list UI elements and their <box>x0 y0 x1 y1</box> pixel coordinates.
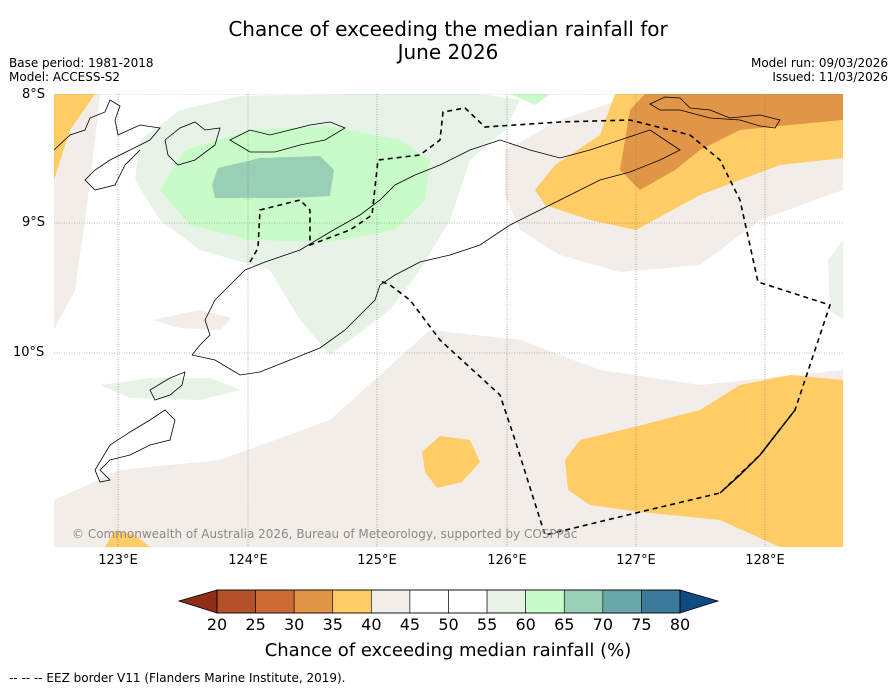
colorbar-tick-label: 35 <box>322 615 343 634</box>
run-info: Model run: 09/03/2026 Issued: 11/03/2026 <box>751 56 888 84</box>
region-35-40-southeast <box>565 375 843 547</box>
region-35-40-blob <box>422 436 480 488</box>
lon-label-125e: 125°E <box>357 553 397 568</box>
base-period: Base period: 1981-2018 <box>9 56 154 70</box>
colorbar-swatch <box>525 589 565 614</box>
region-35-40-northeast <box>535 94 843 230</box>
coastline-rote <box>149 371 186 401</box>
colorbar-tick-label: 20 <box>206 615 228 634</box>
colorbar-tick-label: 60 <box>515 615 536 634</box>
map-area: © Commonwealth of Australia 2026, Bureau… <box>54 94 843 547</box>
coastline-flores <box>54 99 161 191</box>
coastline-wetar <box>649 96 781 129</box>
map-title-line2: June 2026 <box>397 40 499 64</box>
colorbar-tick-label: 30 <box>283 615 305 634</box>
coastline-timor-north <box>191 129 681 356</box>
region-55-60-top <box>510 94 550 105</box>
colorbar-tick-label: 75 <box>631 615 652 634</box>
model-info: Base period: 1981-2018 Model: ACCESS-S2 <box>9 56 154 84</box>
lat-label-10s: 10°S <box>13 345 45 360</box>
issued-date: Issued: 11/03/2026 <box>772 70 888 84</box>
lat-label-8s: 8°S <box>22 87 46 102</box>
colorbar-swatch <box>563 589 604 614</box>
colorbar-swatch <box>486 589 526 614</box>
region-35-40-northwest <box>54 94 95 180</box>
colorbar-swatches <box>216 589 681 614</box>
colorbar-swatch <box>602 589 642 614</box>
eez-footnote: -- -- -- EEZ border V11 (Flanders Marine… <box>9 671 346 685</box>
colorbar-swatch <box>371 589 411 614</box>
colorbar-tick-label: 50 <box>438 615 459 634</box>
region-30-35 <box>620 94 843 190</box>
coastline-sawu <box>94 409 176 483</box>
region-35-40-bottom <box>105 530 150 547</box>
coastline-islands <box>229 121 346 153</box>
eez-border <box>249 107 832 536</box>
model-name: Model: ACCESS-S2 <box>9 70 121 84</box>
colorbar-tick-label: 45 <box>399 615 421 634</box>
colorbar-outline <box>216 589 681 614</box>
colorbar-swatch <box>216 589 256 614</box>
region-40-45-southwest <box>54 94 100 330</box>
lon-label-127e: 127°E <box>616 553 656 568</box>
colorbar-tick-label: 25 <box>245 615 266 634</box>
lon-label-124e: 124°E <box>228 553 268 568</box>
colorbar-swatch <box>293 589 334 614</box>
region-55-60-south-strip <box>100 378 240 400</box>
lon-label-123e: 123°E <box>98 553 138 568</box>
coastline-alor <box>164 121 221 166</box>
region-40-45-small <box>152 310 232 330</box>
colorbar-tick-label: 65 <box>554 615 575 634</box>
copyright-notice: © Commonwealth of Australia 2026, Bureau… <box>72 527 577 541</box>
colorbar-swatch <box>448 589 488 614</box>
colorbar-tick-label: 55 <box>476 615 498 634</box>
lon-label-126e: 126°E <box>487 553 527 568</box>
colorbar-tick-label: 80 <box>669 615 691 634</box>
colorbar-swatch <box>332 589 372 614</box>
map-title: Chance of exceeding the median rainfall … <box>0 18 896 64</box>
map-title-line1: Chance of exceeding the median rainfall … <box>228 17 668 41</box>
model-run-date: Model run: 09/03/2026 <box>750 56 888 70</box>
coastline-timor-south <box>191 171 631 376</box>
lon-label-128e: 128°E <box>745 553 785 568</box>
colorbar-swatch <box>255 589 295 614</box>
region-65-70 <box>212 156 334 198</box>
colorbar-swatch <box>409 589 449 614</box>
colorbar-tick-label: 40 <box>361 615 382 634</box>
colorbar-extend-low <box>177 589 218 614</box>
lat-label-9s: 9°S <box>22 215 46 230</box>
region-40-45-right-edge <box>828 240 843 320</box>
colorbar-extend-high <box>679 589 720 614</box>
colorbar-title: Chance of exceeding median rainfall (%) <box>264 640 632 661</box>
colorbar-swatch <box>641 589 681 614</box>
colorbar <box>177 589 720 614</box>
colorbar-tick-label: 70 <box>592 615 614 634</box>
eez-border-solid <box>719 409 796 494</box>
